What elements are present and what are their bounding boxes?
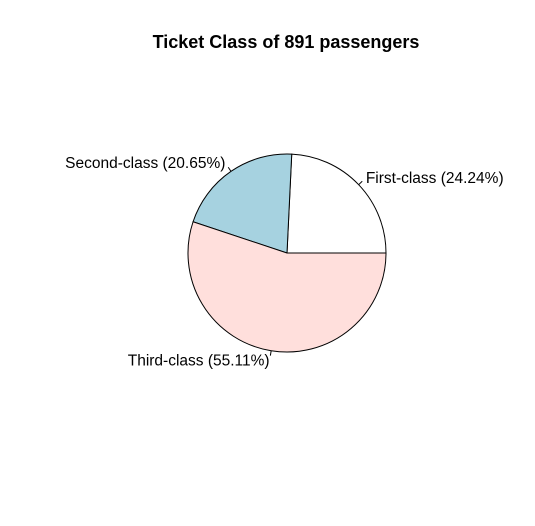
leader-line-first-class (358, 180, 363, 186)
slice-label-third-class: Third-class (55.11%) (128, 353, 270, 370)
leader-line-second-class (227, 166, 232, 172)
pie-slice-first-class (286, 153, 387, 254)
leader-line-third-class (269, 350, 272, 356)
pie-slices (187, 153, 387, 353)
pie-labels: First-class (24.24%) Second-class (20.65%… (65, 155, 503, 369)
slice-label-first-class: First-class (24.24%) (366, 170, 504, 187)
chart-title: Ticket Class of 891 passengers (153, 32, 420, 52)
slice-label-second-class: Second-class (20.65%) (65, 155, 225, 172)
